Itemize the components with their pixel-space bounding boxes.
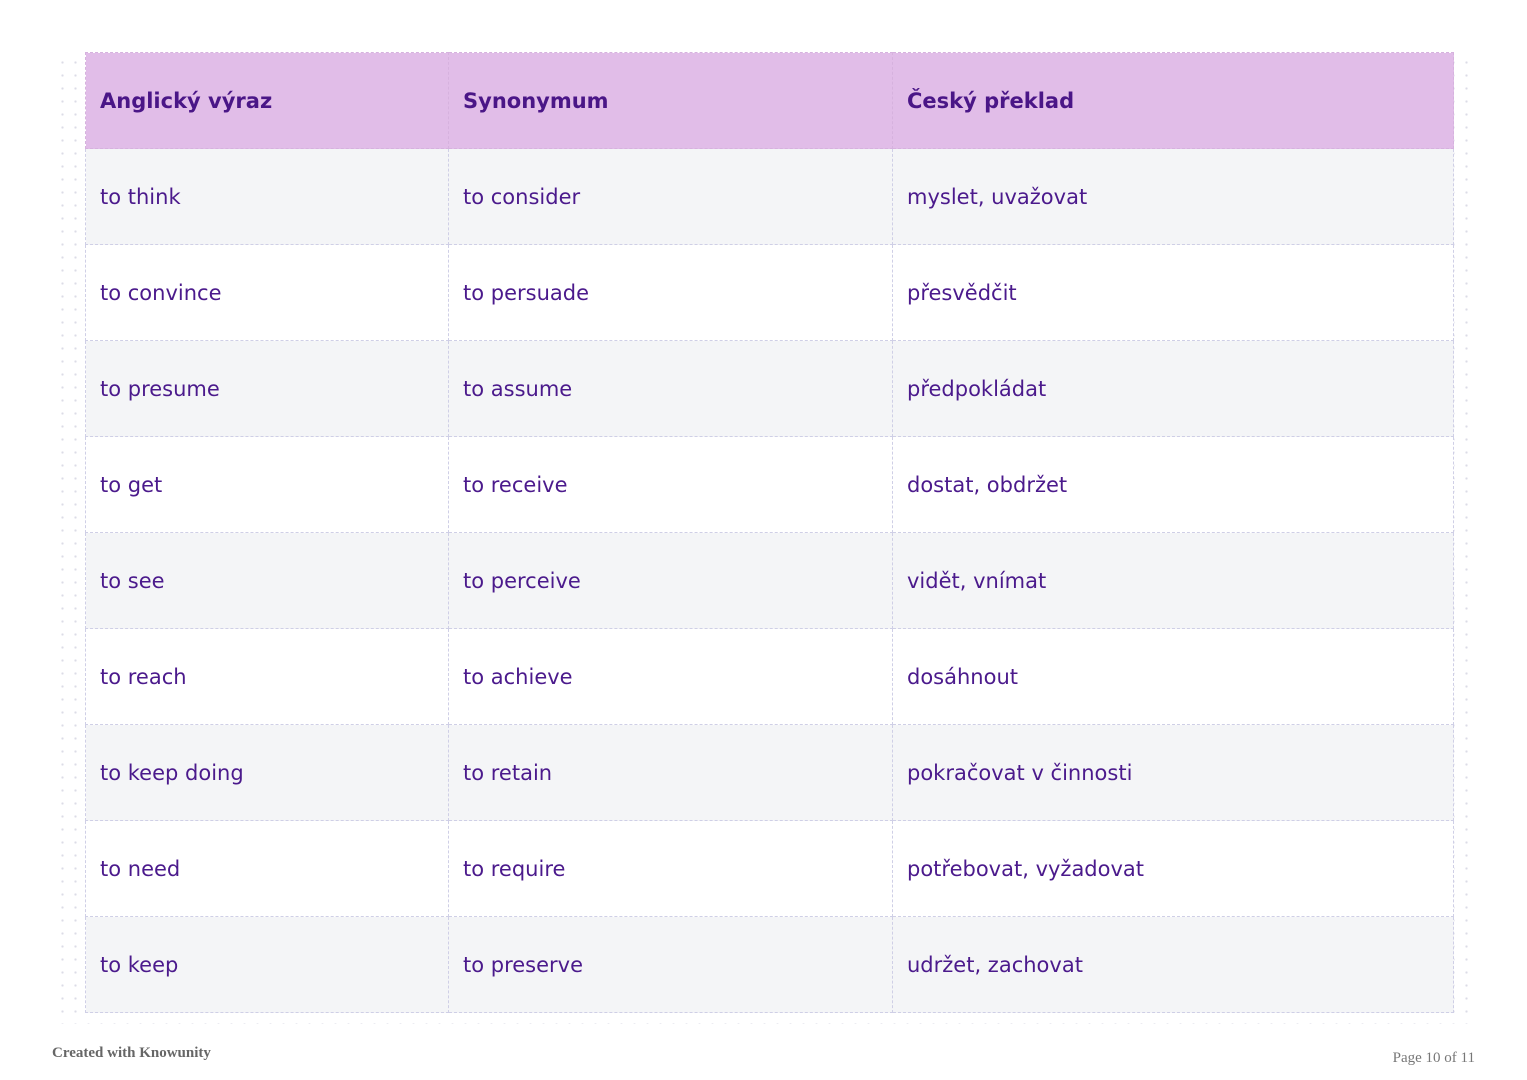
cell-czech: myslet, uvažovat <box>892 148 1454 245</box>
cell-czech: dosáhnout <box>892 628 1454 725</box>
table-row: to keep doing to retain pokračovat v činno… <box>85 724 1454 821</box>
cell-english: to reach <box>85 628 449 725</box>
header-synonym: Synonymum <box>448 52 893 149</box>
cell-czech: dostat, obdržet <box>892 436 1454 533</box>
cell-english: to get <box>85 436 449 533</box>
cell-english: to see <box>85 532 449 629</box>
table-row: to need to require potřebovat, vyžadovat <box>85 820 1454 917</box>
header-english: Anglický výraz <box>85 52 449 149</box>
cell-synonym: to achieve <box>448 628 893 725</box>
header-czech: Český překlad <box>892 52 1454 149</box>
vocabulary-table: Anglický výraz Synonymum Český překlad t… <box>85 52 1454 1013</box>
cell-english: to think <box>85 148 449 245</box>
cell-synonym: to receive <box>448 436 893 533</box>
cell-synonym: to preserve <box>448 916 893 1013</box>
cell-czech: vidět, vnímat <box>892 532 1454 629</box>
cell-synonym: to consider <box>448 148 893 245</box>
table-row: to think to consider myslet, uvažovat <box>85 148 1454 245</box>
created-with-label: Created with Knowunity <box>52 1045 211 1061</box>
table-row: to keep to preserve udržet, zachovat <box>85 916 1454 1013</box>
cell-english: to need <box>85 820 449 917</box>
cell-czech: přesvědčit <box>892 244 1454 341</box>
table-header-row: Anglický výraz Synonymum Český překlad <box>85 52 1454 149</box>
cell-synonym: to retain <box>448 724 893 821</box>
table-row: to reach to achieve dosáhnout <box>85 628 1454 725</box>
cell-czech: potřebovat, vyžadovat <box>892 820 1454 917</box>
cell-synonym: to perceive <box>448 532 893 629</box>
cell-english: to presume <box>85 340 449 437</box>
cell-czech: předpokládat <box>892 340 1454 437</box>
cell-synonym: to require <box>448 820 893 917</box>
table-row: to get to receive dostat, obdržet <box>85 436 1454 533</box>
cell-english: to keep doing <box>85 724 449 821</box>
page-number: Page 10 of 11 <box>1392 1050 1475 1066</box>
table-row: to see to perceive vidět, vnímat <box>85 532 1454 629</box>
cell-czech: udržet, zachovat <box>892 916 1454 1013</box>
table-row: to convince to persuade přesvědčit <box>85 244 1454 341</box>
cell-synonym: to assume <box>448 340 893 437</box>
cell-czech: pokračovat v činnosti <box>892 724 1454 821</box>
cell-synonym: to persuade <box>448 244 893 341</box>
cell-english: to convince <box>85 244 449 341</box>
cell-english: to keep <box>85 916 449 1013</box>
table-row: to presume to assume předpokládat <box>85 340 1454 437</box>
